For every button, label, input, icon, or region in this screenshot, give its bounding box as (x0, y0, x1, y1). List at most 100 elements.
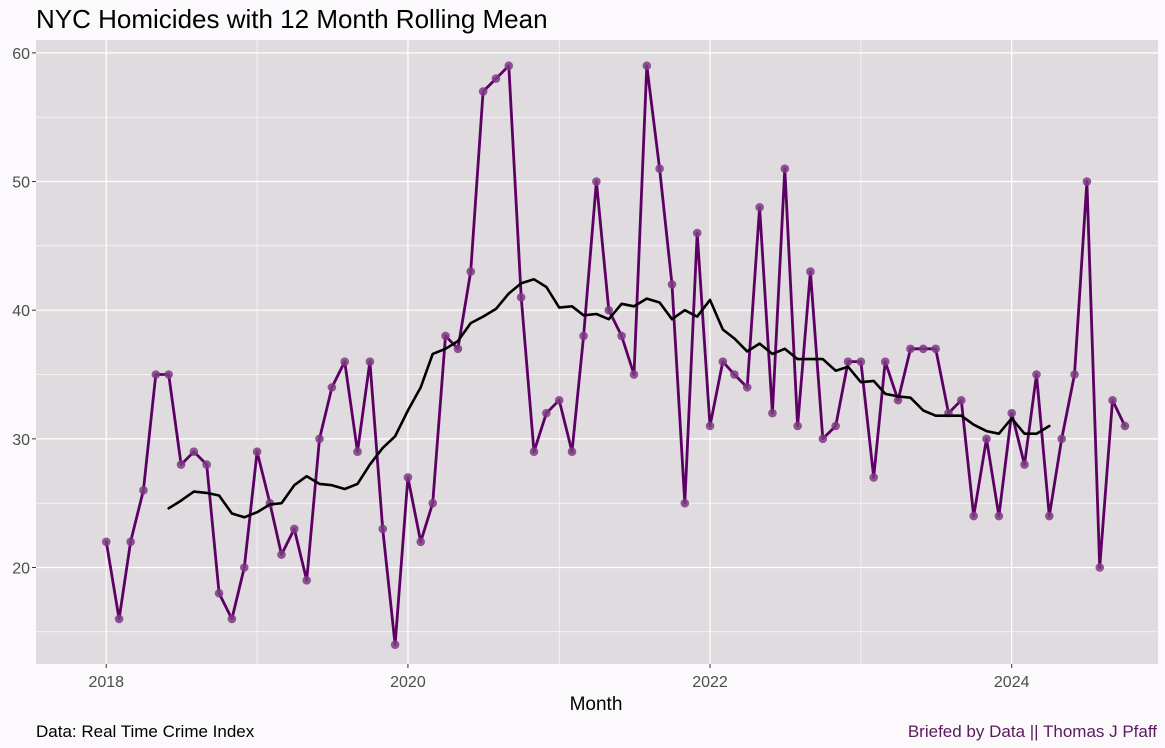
data-point (742, 383, 752, 392)
data-point (365, 357, 375, 366)
gridlines (36, 40, 1158, 664)
data-point (692, 228, 702, 238)
data-point (126, 537, 135, 547)
data-point (592, 177, 601, 186)
y-tick-label: 60 (12, 46, 30, 63)
data-point (491, 74, 501, 83)
data-point (252, 447, 262, 457)
y-tick-label: 20 (12, 561, 30, 578)
rolling-mean-line (167, 277, 1051, 519)
data-point (931, 344, 940, 354)
data-point (1007, 408, 1017, 418)
data-point (755, 202, 764, 212)
data-point (579, 331, 588, 341)
data-point (906, 344, 915, 354)
x-tick-label: 2018 (88, 674, 124, 691)
data-point (705, 421, 715, 431)
x-tick-label: 2024 (994, 674, 1030, 691)
data-point (856, 357, 866, 366)
data-point (277, 550, 286, 559)
data-point (994, 511, 1004, 521)
data-point (466, 267, 476, 276)
x-axis-title: Month (570, 694, 623, 715)
data-point (189, 447, 199, 457)
data-point (642, 61, 652, 71)
y-tick-label: 30 (12, 432, 30, 449)
data-point (1070, 370, 1079, 379)
data-point (428, 498, 438, 508)
data-point (542, 408, 551, 418)
caption-source: Data: Real Time Crime Index (36, 722, 255, 741)
data-point (289, 524, 299, 534)
data-point (1082, 177, 1092, 186)
data-point (956, 395, 966, 405)
data-point (655, 164, 664, 173)
data-point (453, 344, 463, 354)
data-point (101, 537, 111, 547)
data-point (554, 395, 564, 405)
data-point (164, 370, 173, 379)
x-tick-label: 2020 (390, 674, 426, 691)
data-point (478, 87, 488, 96)
data-point (818, 434, 828, 444)
data-point (629, 370, 639, 379)
data-point (617, 331, 626, 341)
y-axis: 20 30 40 50 60 (12, 46, 36, 578)
data-point (869, 473, 878, 482)
data-point (227, 614, 237, 624)
data-point (403, 473, 413, 482)
data-point (151, 370, 161, 379)
data-point (390, 640, 400, 650)
y-tick-label: 50 (12, 175, 30, 192)
plot-panel (36, 40, 1158, 664)
data-point (340, 357, 350, 366)
data-point (239, 563, 249, 572)
data-point (114, 614, 124, 624)
data-point (378, 524, 388, 534)
data-point (969, 511, 978, 521)
data-point (768, 408, 777, 418)
caption-author: Briefed by Data || Thomas J Pfaff (908, 722, 1157, 741)
x-tick-label: 2022 (692, 674, 728, 691)
data-point (730, 370, 739, 379)
data-point (441, 331, 450, 341)
data-point (1032, 370, 1041, 379)
data-point (516, 293, 526, 302)
data-point (214, 588, 224, 598)
data-point (202, 460, 211, 469)
series-layer (101, 61, 1130, 650)
data-point (416, 537, 426, 547)
data-point (1045, 511, 1054, 521)
data-point (604, 305, 614, 315)
data-point (1108, 395, 1117, 405)
data-point (680, 498, 690, 508)
data-point (302, 576, 311, 585)
data-point (843, 357, 853, 366)
data-point (1120, 421, 1130, 431)
data-point (893, 395, 903, 405)
data-point (982, 434, 991, 444)
monthly-points (101, 61, 1130, 650)
data-point (918, 344, 928, 354)
data-point (529, 447, 539, 457)
data-point (780, 164, 790, 173)
data-point (315, 434, 324, 444)
y-tick-label: 40 (12, 303, 30, 320)
x-axis: 2018 2020 2022 2024 (88, 664, 1030, 691)
data-point (353, 447, 362, 457)
data-point (831, 421, 840, 431)
data-point (793, 421, 802, 431)
data-point (718, 357, 728, 366)
data-point (667, 280, 677, 289)
data-point (880, 357, 890, 366)
monthly-homicides-line (104, 64, 1127, 647)
data-point (1020, 460, 1029, 469)
data-point (567, 447, 577, 457)
data-point (504, 61, 514, 71)
chart-title: NYC Homicides with 12 Month Rolling Mean (36, 4, 548, 34)
data-point (1095, 563, 1105, 572)
data-point (176, 460, 186, 469)
data-point (139, 486, 148, 495)
data-point (806, 267, 815, 276)
